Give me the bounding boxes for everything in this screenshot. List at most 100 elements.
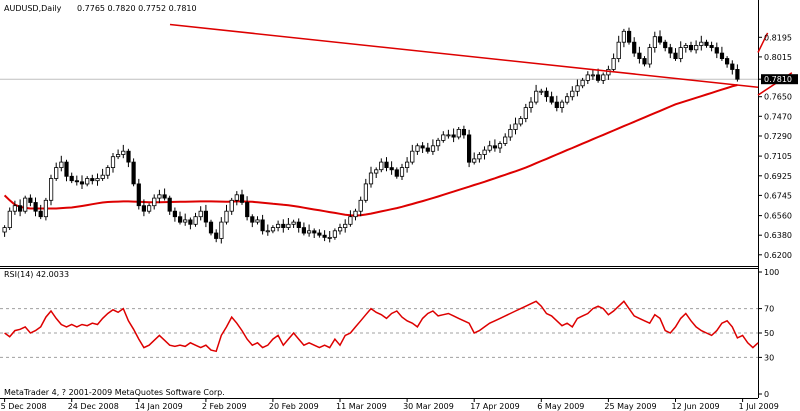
candle-body (23, 197, 28, 212)
symbol-label: AUDUSD,Daily (4, 4, 62, 13)
candle-body (683, 45, 688, 49)
candle-body (384, 161, 389, 169)
rsi-line (4, 300, 759, 353)
candle-body (627, 30, 632, 43)
candle-body (606, 69, 611, 76)
price-tick-label: 0.7470 (764, 112, 792, 121)
candle-body (451, 134, 456, 138)
candle-body (358, 199, 363, 212)
candle-body (719, 52, 725, 59)
candle-body (224, 210, 229, 223)
candle-body (441, 134, 446, 141)
candle-body (162, 194, 167, 199)
candle-body (239, 194, 245, 203)
price-tick-label: 0.6925 (764, 172, 792, 181)
candle-body (49, 178, 54, 201)
candle-body (590, 74, 596, 77)
candle-body (234, 194, 239, 201)
candle-body (368, 172, 374, 185)
time-tick-label: 2 Feb 2009 (202, 402, 247, 411)
candle-body (7, 210, 12, 228)
candle-body (337, 227, 343, 232)
candle-body (69, 175, 74, 182)
candle-body (28, 197, 33, 203)
candle-body (245, 202, 250, 218)
candle-body (126, 150, 131, 163)
candle-body (2, 227, 7, 233)
candle-body (301, 227, 307, 234)
time-tick-label: 30 Mar 2009 (403, 402, 454, 411)
candle-body (343, 223, 348, 229)
current-price-tag (761, 74, 798, 85)
rsi-header: RSI(14) 42.0033 (4, 270, 69, 279)
candle-body (172, 210, 177, 218)
candle-body (188, 219, 193, 225)
trendline (169, 23, 759, 88)
candle-body (79, 181, 85, 185)
rsi-tick-label: 70 (764, 305, 774, 314)
candle-body (472, 158, 477, 163)
candle-body (193, 216, 198, 225)
candle-body (219, 221, 224, 239)
candle-body (528, 101, 534, 108)
candle-body (601, 74, 606, 81)
candle-body (657, 36, 663, 43)
time-tick-label: 12 Jun 2009 (672, 402, 720, 411)
price-tick-label: 0.6745 (764, 191, 792, 200)
time-tick-label: 20 Feb 2009 (269, 402, 319, 411)
candle-body (348, 216, 353, 225)
candle-body (435, 139, 441, 147)
candle-body (141, 205, 146, 212)
time-tick-label: 5 Dec 2008 (1, 402, 47, 411)
candle-body (430, 145, 436, 152)
candle-body (270, 227, 276, 232)
price-tick-label: 0.8195 (764, 33, 792, 42)
candle-body (116, 154, 121, 158)
candle-body (322, 234, 327, 238)
candle-body (38, 210, 43, 218)
candle-body (596, 74, 601, 81)
candle-body (379, 161, 384, 171)
candle-body (730, 63, 735, 70)
candle-body (559, 101, 565, 108)
candle-body (85, 178, 90, 185)
candle-body (410, 150, 415, 163)
candle-body (110, 156, 116, 168)
rsi-tick-label: 30 (764, 353, 774, 362)
candle-body (575, 85, 580, 92)
candle-body (198, 210, 203, 218)
candle-body (415, 145, 420, 152)
candle-body (647, 47, 652, 65)
candle-body (534, 90, 539, 103)
candle-body (167, 197, 172, 212)
candle-body (663, 41, 668, 49)
candle-body (446, 134, 451, 137)
time-tick-label: 6 May 2009 (537, 402, 584, 411)
candle-body (265, 230, 270, 233)
candle-body (208, 221, 214, 234)
candle-body (549, 96, 554, 103)
candle-body (544, 90, 549, 98)
candle-body (353, 210, 358, 218)
candle-body (570, 90, 575, 98)
candle-body (513, 123, 518, 130)
candle-body (503, 136, 508, 144)
time-tick-label: 17 Apr 2009 (470, 402, 519, 411)
candle-body (632, 41, 637, 54)
candle-body (250, 216, 255, 223)
candle-body (704, 41, 709, 46)
candle-body (12, 205, 17, 212)
candle-body (673, 52, 678, 59)
candle-body (54, 167, 59, 179)
candle-body (136, 183, 141, 207)
candle-body (59, 161, 64, 169)
candle-body (43, 199, 49, 218)
candle-body (399, 167, 405, 177)
price-tick-label: 0.7650 (764, 93, 792, 102)
candle-body (332, 230, 338, 238)
candle-body (611, 58, 616, 70)
rsi-tick-label: 100 (764, 268, 779, 277)
candle-body (461, 128, 467, 136)
